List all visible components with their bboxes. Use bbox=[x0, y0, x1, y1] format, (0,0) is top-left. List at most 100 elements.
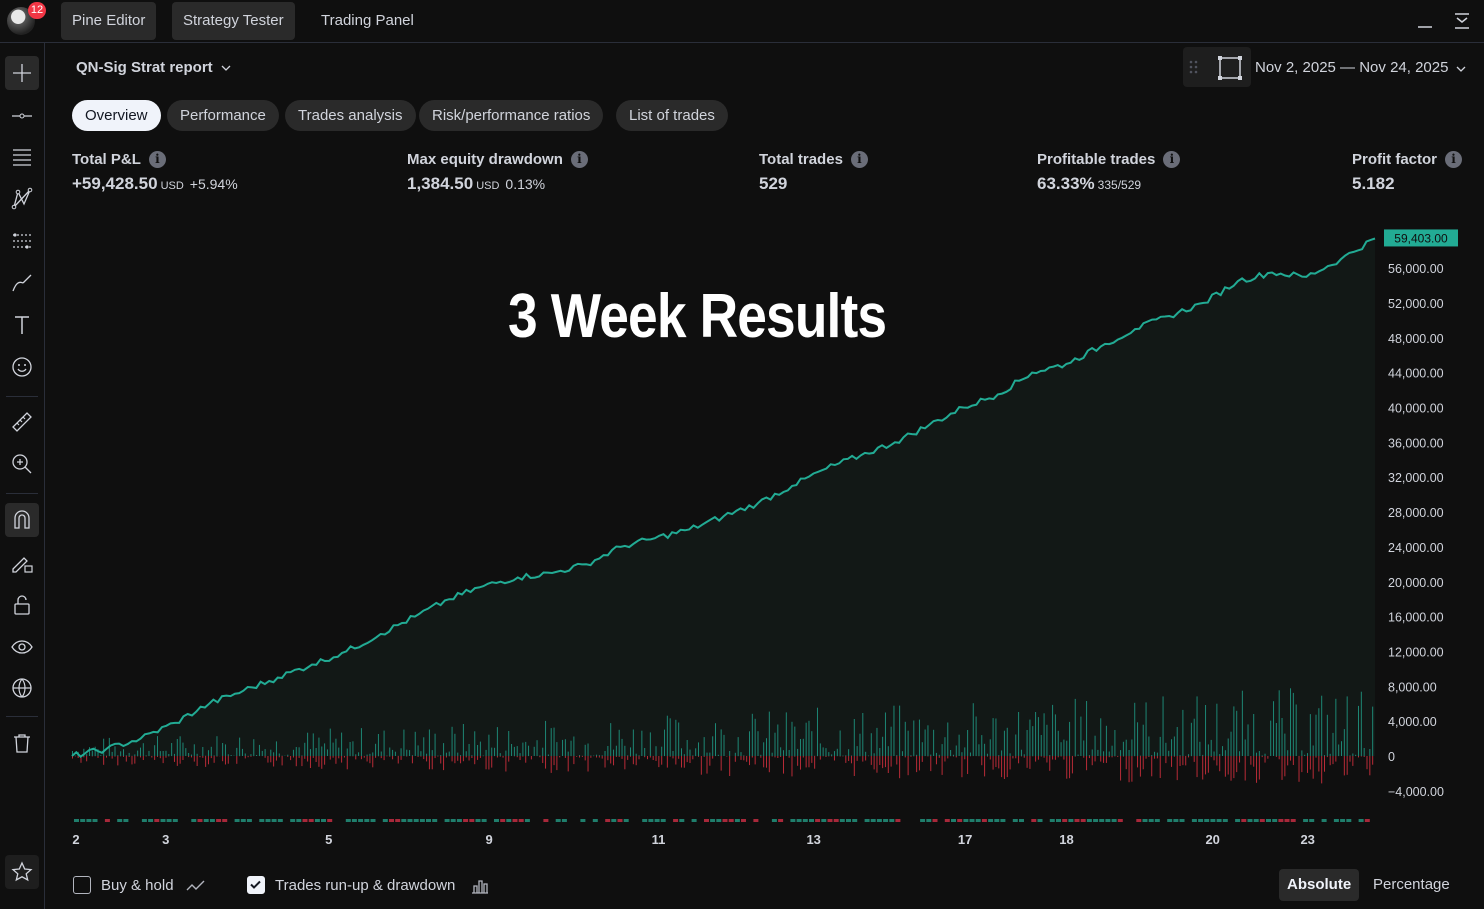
trade-marker bbox=[605, 819, 611, 822]
info-icon[interactable]: i bbox=[570, 151, 588, 168]
trade-marker bbox=[117, 819, 123, 822]
x-tick-label: 13 bbox=[806, 832, 820, 847]
trade-marker bbox=[1019, 819, 1024, 822]
y-tick-label: 8,000.00 bbox=[1388, 680, 1437, 694]
tab-trading-panel[interactable]: Trading Panel bbox=[321, 12, 414, 29]
x-tick-label: 17 bbox=[958, 832, 972, 847]
ruler-icon[interactable] bbox=[5, 405, 39, 439]
chevron-down-icon[interactable] bbox=[1456, 64, 1466, 74]
equity-chart[interactable]: 56,000.00 52,000.00 48,000.00 44,000.00 40,0… bbox=[55, 223, 1484, 853]
trade-marker bbox=[191, 819, 197, 822]
trade-marker bbox=[246, 819, 252, 822]
trade-marker bbox=[203, 819, 209, 822]
buy-hold-label[interactable]: Buy & hold bbox=[101, 877, 174, 894]
trade-marker bbox=[209, 819, 215, 822]
trade-marker bbox=[265, 819, 271, 822]
trade-marker bbox=[728, 819, 734, 822]
emoji-icon[interactable] bbox=[5, 350, 39, 384]
zoom-in-icon[interactable] bbox=[5, 447, 39, 481]
trade-marker bbox=[494, 819, 499, 822]
forecast-icon[interactable] bbox=[5, 224, 39, 258]
trade-marker bbox=[883, 819, 889, 822]
metric-value: 63.33% bbox=[1037, 174, 1095, 193]
overlay-caption: 3 Week Results bbox=[508, 282, 887, 351]
tab-strategy-tester[interactable]: Strategy Tester bbox=[172, 2, 295, 40]
lock-icon[interactable] bbox=[5, 588, 39, 622]
absolute-toggle[interactable]: Absolute bbox=[1279, 869, 1360, 901]
info-icon[interactable]: i bbox=[850, 151, 868, 168]
drag-handle-icon[interactable] bbox=[1189, 59, 1199, 75]
text-icon[interactable] bbox=[5, 308, 39, 342]
trade-marker bbox=[734, 819, 740, 822]
trade-marker bbox=[796, 819, 802, 822]
trade-marker bbox=[895, 819, 901, 822]
date-range-label[interactable]: Nov 2, 2025 — Nov 24, 2025 bbox=[1255, 59, 1449, 76]
trade-marker bbox=[722, 819, 728, 822]
report-title[interactable]: QN-Sig Strat report bbox=[76, 59, 213, 76]
tab-overview[interactable]: Overview bbox=[72, 100, 161, 131]
metric-value: 529 bbox=[759, 174, 788, 193]
fib-retracement-icon[interactable] bbox=[5, 140, 39, 174]
info-icon[interactable]: i bbox=[1445, 151, 1463, 168]
trade-marker bbox=[654, 819, 660, 822]
trade-marker bbox=[1290, 819, 1296, 822]
info-icon[interactable]: i bbox=[148, 151, 166, 168]
last-value-label: 59,403.00 bbox=[1394, 231, 1448, 245]
trade-marker bbox=[753, 819, 759, 822]
eye-icon[interactable] bbox=[5, 630, 39, 664]
y-tick-label: 56,000.00 bbox=[1388, 262, 1444, 276]
trade-marker bbox=[475, 819, 481, 822]
trade-marker bbox=[611, 819, 617, 822]
trade-marker bbox=[932, 819, 938, 822]
star-icon[interactable] bbox=[5, 855, 39, 889]
pattern-icon[interactable] bbox=[5, 182, 39, 216]
trade-marker bbox=[1284, 819, 1290, 822]
metric-percent: +5.94% bbox=[189, 176, 238, 192]
trade-marker bbox=[852, 819, 858, 822]
date-range-picker[interactable] bbox=[1183, 47, 1251, 87]
trade-marker bbox=[1000, 819, 1006, 822]
trade-marker bbox=[1105, 819, 1111, 822]
trade-marker bbox=[771, 819, 777, 822]
collapse-panel-icon[interactable] bbox=[1453, 12, 1471, 30]
trade-marker bbox=[833, 819, 839, 822]
magnet-icon[interactable] bbox=[5, 503, 39, 537]
trade-marker bbox=[1191, 819, 1197, 822]
tab-risk-performance-ratios[interactable]: Risk/performance ratios bbox=[419, 100, 604, 131]
tab-list-of-trades[interactable]: List of trades bbox=[616, 100, 728, 131]
trade-marker bbox=[1136, 819, 1142, 822]
crosshair-icon[interactable] bbox=[5, 56, 39, 90]
brush-icon[interactable] bbox=[5, 266, 39, 300]
trade-marker bbox=[660, 819, 666, 822]
tab-trades-analysis[interactable]: Trades analysis bbox=[285, 100, 416, 131]
trade-marker bbox=[1247, 819, 1253, 822]
runup-drawdown-checkbox[interactable] bbox=[247, 876, 265, 894]
trade-marker bbox=[790, 819, 796, 822]
minimize-icon[interactable] bbox=[1416, 12, 1434, 30]
runup-drawdown-label[interactable]: Trades run-up & drawdown bbox=[275, 877, 456, 894]
trash-icon[interactable] bbox=[5, 726, 39, 760]
lock-drawing-icon[interactable] bbox=[5, 546, 39, 580]
globe-icon[interactable] bbox=[5, 671, 39, 705]
metric-value: +59,428.50 bbox=[72, 174, 158, 193]
trade-marker bbox=[302, 819, 308, 822]
range-select-icon[interactable] bbox=[1217, 55, 1243, 81]
trade-marker bbox=[308, 819, 314, 822]
tab-pine-editor[interactable]: Pine Editor bbox=[61, 2, 157, 40]
trade-marker bbox=[469, 819, 475, 822]
chevron-down-icon[interactable] bbox=[221, 63, 231, 73]
x-tick-label: 2 bbox=[72, 832, 79, 847]
trade-marker bbox=[314, 819, 320, 822]
info-icon[interactable]: i bbox=[1163, 151, 1181, 168]
trade-marker bbox=[555, 819, 561, 822]
trade-marker bbox=[1049, 819, 1055, 822]
buy-hold-checkbox[interactable] bbox=[73, 876, 91, 894]
percentage-toggle[interactable]: Percentage bbox=[1373, 876, 1450, 893]
tab-performance[interactable]: Performance bbox=[167, 100, 279, 131]
trade-marker bbox=[957, 819, 963, 822]
trade-marker bbox=[419, 819, 425, 822]
trade-marker bbox=[358, 819, 364, 822]
trade-marker bbox=[1142, 819, 1148, 822]
trade-marker bbox=[778, 819, 784, 822]
trend-line-icon[interactable] bbox=[5, 99, 39, 133]
